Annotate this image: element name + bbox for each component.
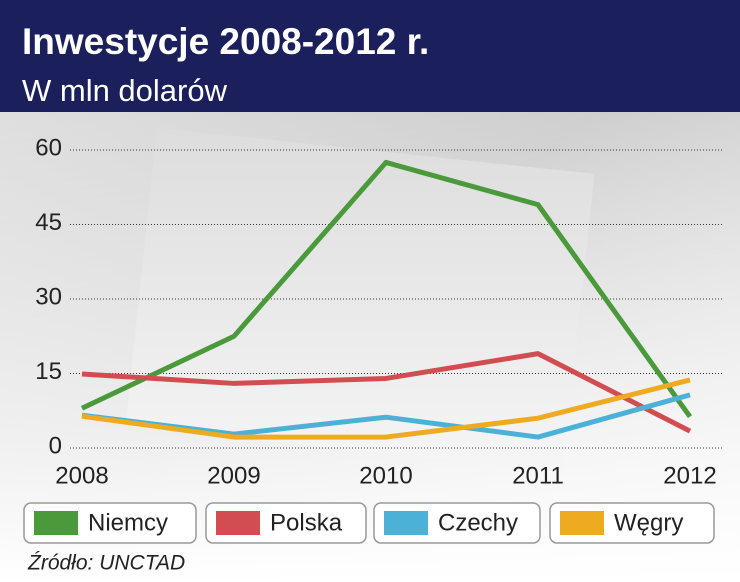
legend-swatch xyxy=(34,511,78,535)
y-tick-label: 60 xyxy=(35,134,62,161)
x-tick-label: 2011 xyxy=(512,462,564,489)
legend-swatch xyxy=(216,511,260,535)
series-line xyxy=(81,377,691,440)
x-tick-label: 2012 xyxy=(663,462,716,489)
legend-label: Węgry xyxy=(614,509,683,536)
x-tick-label: 2008 xyxy=(55,462,108,489)
y-tick-label: 0 xyxy=(49,432,62,459)
y-tick-label: 15 xyxy=(35,358,62,385)
legend-swatch xyxy=(560,511,604,535)
x-tick-label: 2009 xyxy=(207,462,260,489)
legend-label: Polska xyxy=(270,509,343,536)
chart-subtitle: W mln dolarów xyxy=(22,73,228,108)
y-tick-label: 30 xyxy=(35,283,62,310)
x-tick-label: 2010 xyxy=(359,462,412,489)
y-tick-label: 45 xyxy=(35,209,62,236)
chart-title: Inwestycje 2008-2012 r. xyxy=(22,21,429,62)
title-banner xyxy=(0,0,740,112)
legend-label: Czechy xyxy=(438,509,518,536)
legend-swatch xyxy=(384,511,428,535)
legend-label: Niemcy xyxy=(88,509,168,536)
series-line xyxy=(81,351,692,434)
series-line xyxy=(80,159,693,419)
source: Źródło: UNCTAD xyxy=(27,552,185,575)
